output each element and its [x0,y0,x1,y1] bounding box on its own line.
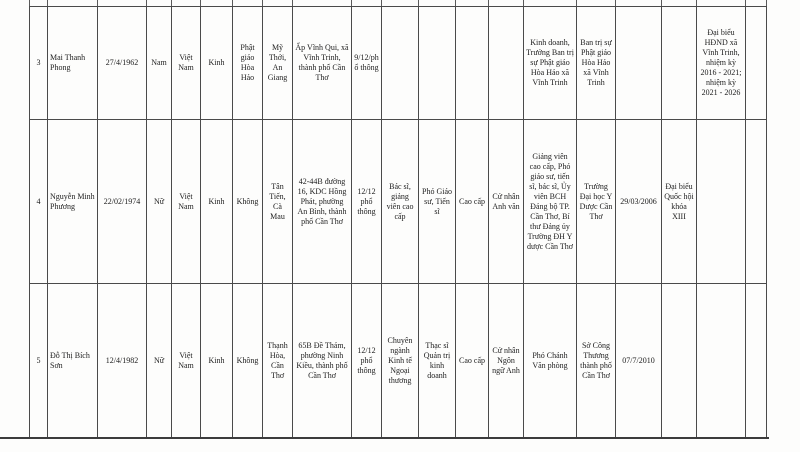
table-cell: Kinh doanh, Trưởng Ban trị sự Phật giáo … [523,6,577,120]
table-cell: Phật giáo Hòa Hảo [232,6,263,120]
table-cell: Cử nhân Anh văn [488,119,524,284]
table-cell: Không [232,283,263,438]
table-cell: Không [232,119,263,284]
column-border-stub [381,0,382,6]
table-cell [696,283,746,438]
table-cell: Phó Giáo sư, Tiến sĩ [418,119,456,284]
column-border-stub [745,0,746,6]
table-cell: Kinh [200,6,233,120]
column-border-stub [351,0,352,6]
table-cell: Nữ [146,119,172,284]
table-cell [418,6,456,120]
table-cell: 65B Đề Thám, phường Ninh Kiều, thành phố… [292,283,352,438]
table-cell: Nam [146,6,172,120]
table-bottom-rule [0,437,769,439]
row-index-cell: 5 [29,283,48,438]
column-border-stub [232,0,233,6]
table-cell: Việt Nam [171,119,201,284]
table-row: 5 Đỗ Thị Bích Sơn 12/4/1982 Nữ Việt Nam Kinh K… [29,283,767,438]
table-cell: Ấp Vĩnh Qui, xã Vĩnh Trinh, thành phố Cầ… [292,6,352,120]
column-border-stub [766,0,767,6]
column-border-stub [661,0,662,6]
table-cell [745,6,767,120]
column-border-stub [488,0,489,6]
row-index-cell: 4 [29,119,48,284]
table-cell [745,119,767,284]
candidate-table: 3 Mai Thanh Phong 27/4/1962 Nam Việt Nam Kinh… [29,6,767,438]
table-cell [615,6,662,120]
table-cell: Sở Công Thương thành phố Cần Thơ [576,283,616,438]
table-cell: 9/12/phổ thông [351,6,382,120]
table-cell: 22/02/1974 [97,119,147,284]
table-cell: Việt Nam [171,6,201,120]
table-cell: Việt Nam [171,283,201,438]
table-cell [745,283,767,438]
column-border-stub [47,0,48,6]
table-cell: Cao cấp [455,119,489,284]
table-cell: Kinh [200,119,233,284]
table-cell: 29/03/2006 [615,119,662,284]
table-cell: Ban trị sự Phật giáo Hòa Hảo xã Vĩnh Tri… [576,6,616,120]
table-cell: 27/4/1962 [97,6,147,120]
table-cell: Bác sĩ, giảng viên cao cấp [381,119,419,284]
table-cell [381,6,419,120]
table-cell: Nữ [146,283,172,438]
table-cell: Mai Thanh Phong [47,6,98,120]
column-border-stub [576,0,577,6]
table-cell: 12/12 phổ thông [351,283,382,438]
table-cell [696,119,746,284]
table-cell: 12/12 phổ thông [351,119,382,284]
column-border-stub [615,0,616,6]
row-index-cell: 3 [29,6,48,120]
column-border-stub [262,0,263,6]
column-border-stub [171,0,172,6]
table-cell: Cao cấp [455,283,489,438]
table-cell: Giảng viên cao cấp, Phó giáo sư, tiến sĩ… [523,119,577,284]
table-cell: Mỹ Thới, An Giang [262,6,293,120]
column-border-stub [146,0,147,6]
table-cell: Phó Chánh Văn phòng [523,283,577,438]
table-cell: Kinh [200,283,233,438]
table-cell [488,6,524,120]
table-cell: Đại biểu Quốc hội khóa XIII [661,119,697,284]
table-cell: Đại biểu HĐND xã Vĩnh Trinh, nhiệm kỳ 20… [696,6,746,120]
column-border-stub [29,0,30,6]
table-cell: 07/7/2010 [615,283,662,438]
table-cell: 12/4/1982 [97,283,147,438]
table-cell: Thạc sĩ Quản trị kinh doanh [418,283,456,438]
table-cell: Tân Tiến, Cà Mau [262,119,293,284]
column-border-stub [455,0,456,6]
table-cell: 42-44B đường 16, KDC Hồng Phát, phường A… [292,119,352,284]
column-border-stub [97,0,98,6]
table-row: 3 Mai Thanh Phong 27/4/1962 Nam Việt Nam Kinh… [29,6,767,120]
table-cell: Đỗ Thị Bích Sơn [47,283,98,438]
column-border-stub [696,0,697,6]
column-border-stub [523,0,524,6]
table-row: 4 Nguyễn Minh Phương 22/02/1974 Nữ Việt Nam K… [29,119,767,284]
column-border-stub [292,0,293,6]
table-cell [455,6,489,120]
table-cell: Chuyên ngành Kinh tế Ngoại thương [381,283,419,438]
column-border-stub [200,0,201,6]
table-cell [661,6,697,120]
table-cell: Trường Đại học Y Dược Cần Thơ [576,119,616,284]
table-cell: Thạnh Hòa, Cần Thơ [262,283,293,438]
table-cell: Cử nhân Ngôn ngữ Anh [488,283,524,438]
candidate-table-body: 3 Mai Thanh Phong 27/4/1962 Nam Việt Nam Kinh… [29,6,767,438]
column-border-stub [418,0,419,6]
table-cell: Nguyễn Minh Phương [47,119,98,284]
table-cell [661,283,697,438]
